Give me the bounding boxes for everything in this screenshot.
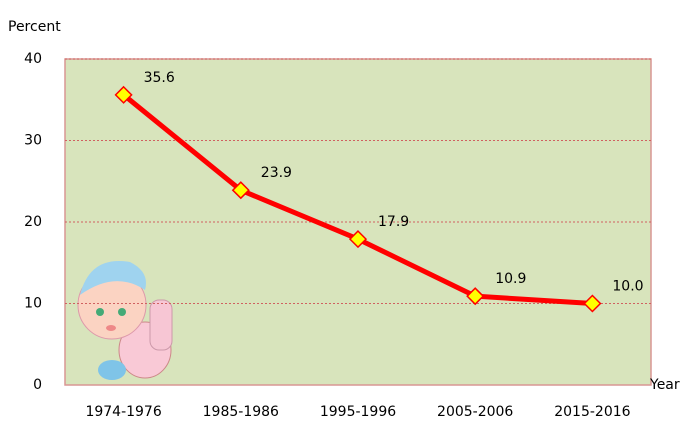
marker [466,287,485,306]
marker [231,181,250,200]
x-tick-label: 1995-1996 [320,404,396,420]
x-axis-label: Year [649,377,680,393]
y-tick-label: 30 [24,133,42,149]
y-tick-label: 40 [24,51,42,67]
marker [583,294,602,313]
y-axis-label: Percent [8,19,61,35]
y-tick-label: 10 [24,296,42,312]
value-label: 10.0 [612,279,643,295]
x-tick-label: 2005-2006 [437,404,513,420]
value-label: 35.6 [144,70,175,86]
x-tick-label: 1974-1976 [85,404,161,420]
y-tick-label: 20 [24,214,42,230]
value-label: 23.9 [261,165,292,181]
value-label: 10.9 [495,271,526,287]
x-tick-label: 1985-1986 [203,404,279,420]
marker [348,230,368,249]
y-tick-label: 0 [33,377,42,393]
x-tick-label: 2015-2016 [554,404,630,420]
value-label: 17.9 [378,214,409,230]
baby-illustration [77,260,173,380]
marker [114,85,133,104]
